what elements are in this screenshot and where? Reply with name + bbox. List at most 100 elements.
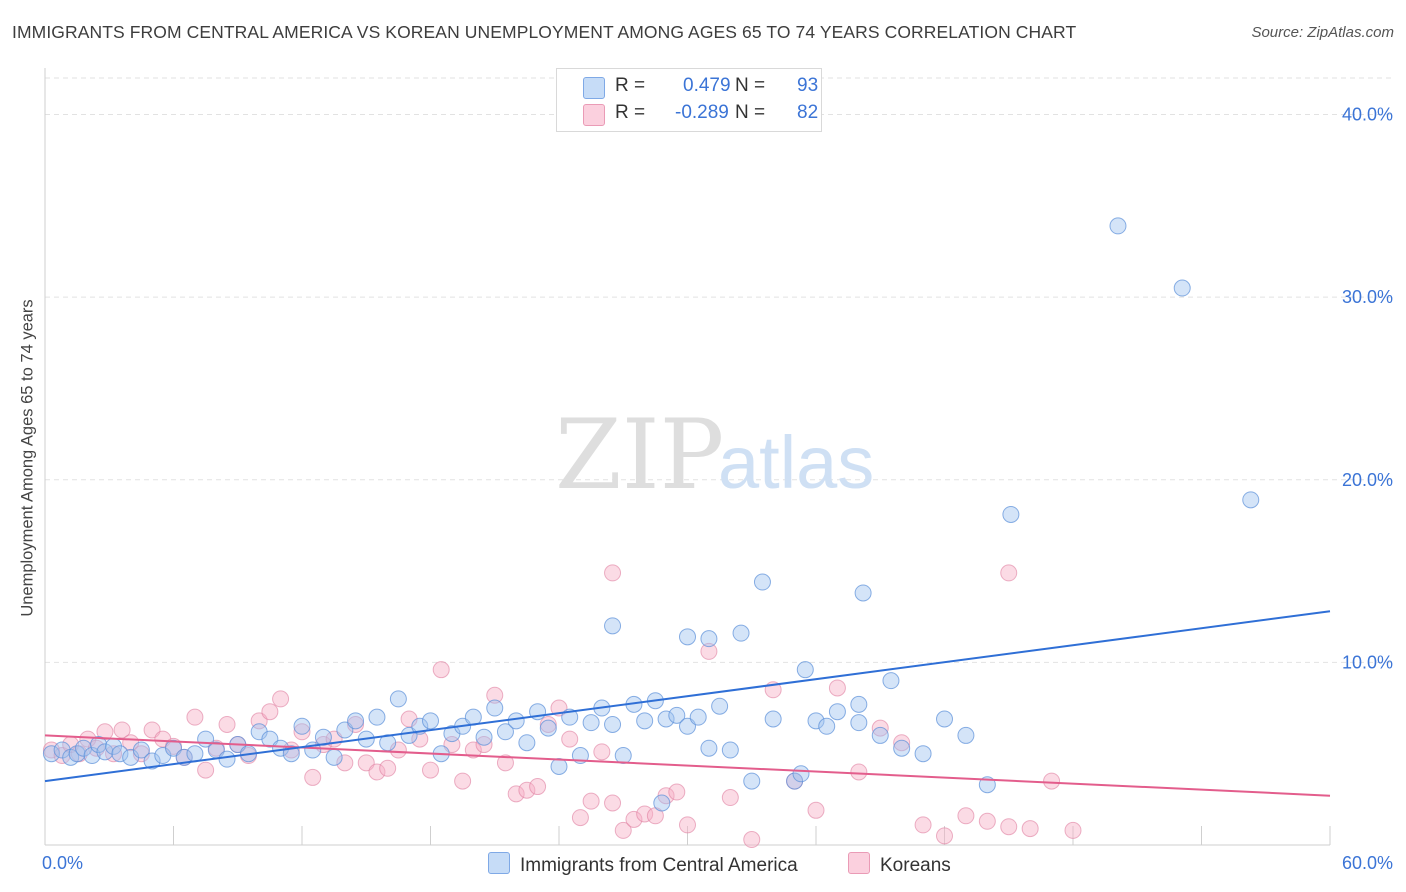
- watermark-zip: ZIP: [555, 399, 724, 511]
- central-america-point: [732, 624, 750, 642]
- korean-point: [432, 661, 450, 679]
- central-america-point: [186, 745, 204, 763]
- korean-point: [218, 715, 236, 733]
- central-america-points: [42, 217, 1260, 812]
- korean-point: [1000, 564, 1018, 582]
- korean-point: [105, 745, 123, 763]
- korean-point: [828, 679, 846, 697]
- korean-point: [957, 807, 975, 825]
- correlation-legend: R = 0.479 N = 93 R = -0.289 N = 82: [556, 68, 822, 132]
- central-america-point: [1242, 491, 1260, 509]
- korean-point: [507, 785, 525, 803]
- central-america-point: [753, 573, 771, 591]
- central-america-point: [700, 739, 718, 757]
- korean-point: [272, 690, 290, 708]
- koreans-points: [42, 564, 1082, 849]
- central-america-point: [604, 617, 622, 635]
- korean-point: [518, 781, 536, 799]
- central-america-point: [636, 712, 654, 730]
- korean-point: [197, 761, 215, 779]
- y-tick-label: 20.0%: [1342, 470, 1393, 490]
- y-tick-label: 30.0%: [1342, 287, 1393, 307]
- central-america-point: [293, 717, 311, 735]
- korean-point: [850, 763, 868, 781]
- central-america-point: [854, 584, 872, 602]
- central-america-point: [218, 750, 236, 768]
- korean-point: [368, 763, 386, 781]
- central-america-point: [132, 741, 150, 759]
- central-america-point: [657, 710, 675, 728]
- central-america-point: [653, 794, 671, 812]
- central-america-point: [668, 706, 686, 724]
- legend-swatch-blue: [583, 77, 605, 99]
- korean-point: [871, 719, 889, 737]
- central-america-point: [507, 712, 525, 730]
- korean-point: [893, 734, 911, 752]
- central-america-point: [368, 708, 386, 726]
- korean-point: [604, 794, 622, 812]
- central-america-point: [475, 728, 493, 746]
- central-america-point: [792, 765, 810, 783]
- korean-point: [807, 801, 825, 819]
- central-america-point: [389, 690, 407, 708]
- korean-point: [1043, 772, 1061, 790]
- korean-point: [336, 754, 354, 772]
- korean-point: [582, 792, 600, 810]
- central-america-point: [711, 697, 729, 715]
- y-axis-label: Unemployment Among Ages 65 to 74 years: [18, 299, 37, 617]
- central-america-point: [850, 714, 868, 732]
- central-america-point: [347, 712, 365, 730]
- central-america-point: [764, 710, 782, 728]
- central-america-point: [1002, 505, 1020, 523]
- central-america-point: [325, 748, 343, 766]
- legend-n-label: N =: [735, 102, 766, 123]
- korean-point: [347, 715, 365, 733]
- central-america-point: [550, 757, 568, 775]
- bottom-legend-central-america: Immigrants from Central America: [488, 852, 798, 877]
- chart-title: IMMIGRANTS FROM CENTRAL AMERICA VS KOREA…: [12, 22, 1077, 42]
- korean-point: [614, 821, 632, 839]
- axes: [44, 68, 1331, 846]
- legend-n-value: 93: [797, 75, 819, 96]
- central-america-point: [818, 717, 836, 735]
- korean-point: [113, 721, 131, 739]
- legend-r-value: -0.289: [675, 102, 729, 123]
- korean-point: [1064, 821, 1082, 839]
- korean-point: [936, 827, 953, 845]
- central-america-point: [111, 745, 129, 763]
- korean-point: [636, 805, 654, 823]
- legend-n-value: 82: [797, 102, 819, 123]
- korean-point: [743, 831, 761, 849]
- central-america-point: [700, 630, 718, 648]
- central-america-point: [882, 672, 900, 690]
- korean-point: [475, 736, 493, 754]
- grid-lines: [45, 77, 1392, 663]
- korean-point: [486, 686, 504, 704]
- korean-point: [914, 816, 932, 834]
- tick-labels: 10.0% 20.0% 30.0% 40.0% 0.0% 60.0%: [42, 105, 1393, 873]
- korean-point: [561, 730, 579, 748]
- central-america-point: [42, 745, 60, 763]
- korean-point: [464, 741, 482, 759]
- central-america-point: [518, 734, 536, 752]
- bottom-legend-swatch-blue: [488, 852, 510, 874]
- korean-point: [604, 564, 622, 582]
- central-america-point: [90, 736, 108, 754]
- central-america-point: [807, 712, 825, 730]
- central-america-point: [743, 772, 761, 790]
- korean-point: [571, 809, 589, 827]
- korean-point: [668, 783, 686, 801]
- legend-n-label: N =: [735, 75, 766, 96]
- korean-point: [79, 730, 97, 748]
- bottom-legend-swatch-pink: [848, 852, 870, 874]
- central-america-point: [850, 695, 868, 713]
- central-america-point: [871, 726, 889, 744]
- korean-point: [422, 761, 439, 779]
- koreans-trend-line: [44, 734, 1331, 797]
- central-america-point: [689, 708, 707, 726]
- central-america-trend-line: [44, 610, 1331, 783]
- y-tick-label: 40.0%: [1342, 105, 1393, 125]
- central-america-point: [786, 772, 804, 790]
- central-america-point: [582, 714, 600, 732]
